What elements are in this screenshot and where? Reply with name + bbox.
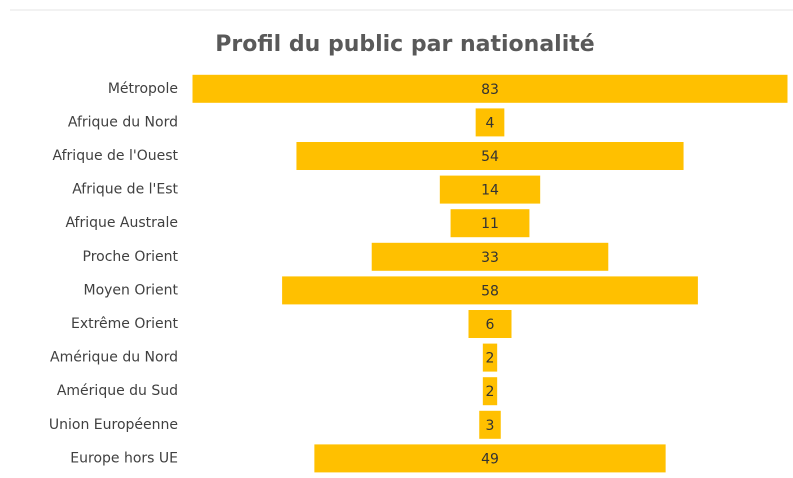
data-label: 6 xyxy=(486,317,495,333)
bar xyxy=(296,142,684,170)
bar xyxy=(482,343,498,372)
data-label: 83 xyxy=(481,82,499,98)
category-label: Extrême Orient xyxy=(71,316,179,332)
bar xyxy=(468,310,512,338)
data-label: 3 xyxy=(486,418,495,434)
data-label: 2 xyxy=(486,351,495,367)
data-label: 14 xyxy=(481,183,499,199)
category-label: Afrique de l'Est xyxy=(72,182,178,198)
category-label: Afrique Australe xyxy=(65,215,178,231)
bar xyxy=(482,377,498,406)
data-label: 4 xyxy=(486,115,495,131)
data-label: 58 xyxy=(481,283,499,299)
data-label: 2 xyxy=(486,384,495,400)
category-label: Afrique du Nord xyxy=(68,114,178,130)
category-label: Amérique du Nord xyxy=(50,350,178,366)
category-label: Union Européenne xyxy=(49,417,178,433)
category-label: Afrique de l'Ouest xyxy=(53,148,179,164)
bar xyxy=(450,209,530,238)
data-label: 33 xyxy=(481,250,499,266)
category-label: Métropole xyxy=(108,81,178,97)
data-label: 11 xyxy=(481,216,499,232)
bar xyxy=(439,175,541,204)
category-label: Europe hors UE xyxy=(70,450,178,466)
bar xyxy=(475,108,505,137)
bar xyxy=(479,410,501,439)
category-label: Proche Orient xyxy=(83,249,179,265)
bar xyxy=(371,242,609,271)
category-label: Moyen Orient xyxy=(83,282,178,298)
bar xyxy=(282,276,698,305)
data-label: 54 xyxy=(481,149,499,165)
bar xyxy=(192,74,788,103)
bar xyxy=(314,444,666,473)
data-label: 49 xyxy=(481,451,499,467)
chart-title: Profil du public par nationalité xyxy=(215,32,594,57)
category-label: Amérique du Sud xyxy=(57,383,178,399)
